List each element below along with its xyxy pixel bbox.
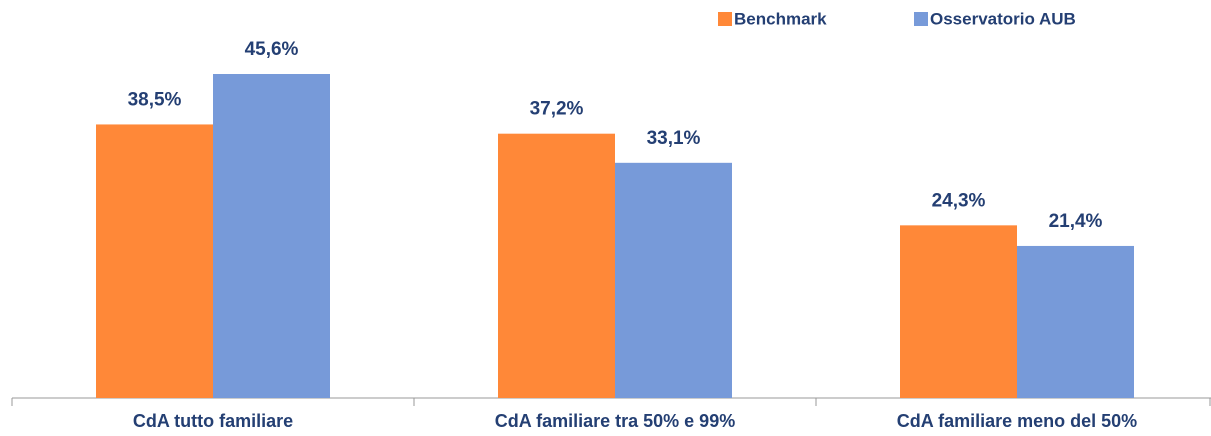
bar <box>96 124 213 399</box>
value-label: 24,3% <box>932 190 986 211</box>
bar <box>615 162 732 398</box>
bar <box>498 133 615 398</box>
x-tick-label: CdA familiare meno del 50% <box>897 411 1137 431</box>
value-label: 38,5% <box>128 89 182 110</box>
legend-label: Benchmark <box>734 9 827 28</box>
x-tick-label: CdA familiare tra 50% e 99% <box>495 411 735 431</box>
legend-swatch <box>718 12 732 26</box>
bar <box>900 225 1017 398</box>
value-label: 37,2% <box>530 99 584 120</box>
bar <box>1017 245 1134 398</box>
value-label: 33,1% <box>647 128 701 149</box>
x-tick-label: CdA tutto familiare <box>133 411 293 431</box>
legend-label: Osservatorio AUB <box>930 9 1076 28</box>
legend-swatch <box>914 12 928 26</box>
value-label: 21,4% <box>1049 211 1103 232</box>
bar <box>213 74 330 398</box>
value-label: 45,6% <box>245 39 299 60</box>
